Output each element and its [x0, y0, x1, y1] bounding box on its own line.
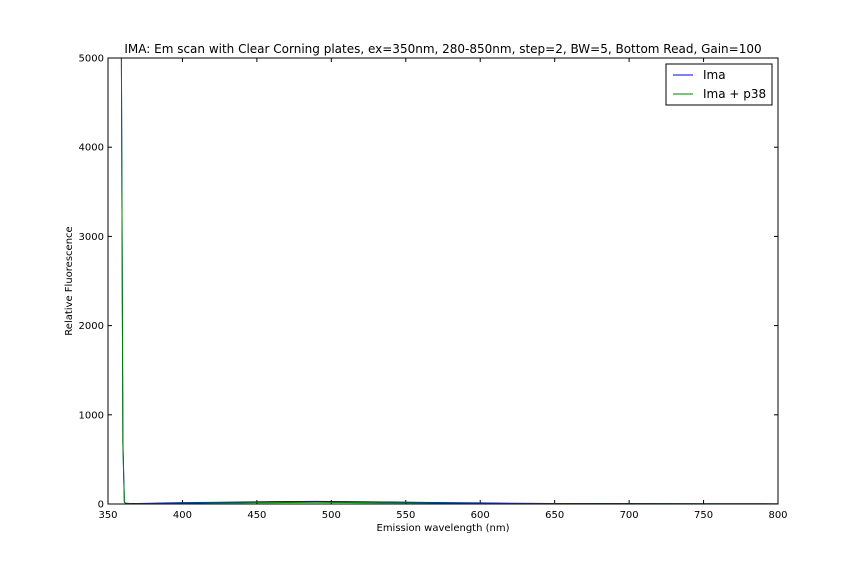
- x-tick-label: 800: [768, 510, 787, 521]
- series-line-2: [119, 58, 778, 504]
- legend-label-2: Ima + p38: [703, 87, 766, 101]
- x-tick-label: 650: [545, 510, 564, 521]
- x-tick-label: 600: [471, 510, 490, 521]
- y-tick-label: 1000: [79, 410, 104, 421]
- plot-frame: [107, 57, 779, 505]
- x-axis-label: Emission wavelength (nm): [377, 523, 510, 534]
- x-tick-label: 700: [620, 510, 639, 521]
- y-tick-label: 2000: [79, 321, 104, 332]
- y-tick-label: 0: [98, 500, 104, 511]
- legend-label-1: Ima: [703, 68, 726, 82]
- legend: Ima Ima + p38: [665, 63, 773, 106]
- legend-box: [665, 63, 773, 106]
- y-axis-ticks: 0 1000 2000 3000 4000 5000: [79, 54, 778, 511]
- x-tick-label: 350: [98, 510, 117, 521]
- x-tick-label: 450: [247, 510, 266, 521]
- x-tick-label: 500: [322, 510, 341, 521]
- x-tick-label: 400: [173, 510, 192, 521]
- x-tick-label: 750: [694, 510, 713, 521]
- chart-title: IMA: Em scan with Clear Corning plates, …: [124, 42, 761, 56]
- y-tick-label: 3000: [79, 232, 104, 243]
- y-tick-label: 5000: [79, 54, 104, 65]
- y-axis-label: Relative Fluorescence: [64, 226, 75, 335]
- series-line-1: [119, 58, 778, 504]
- x-axis-ticks: 350 400 450 500 550 600 650 700 750 800: [98, 58, 788, 521]
- y-tick-label: 4000: [79, 143, 104, 154]
- series-lines: [119, 58, 778, 504]
- x-tick-label: 550: [396, 510, 415, 521]
